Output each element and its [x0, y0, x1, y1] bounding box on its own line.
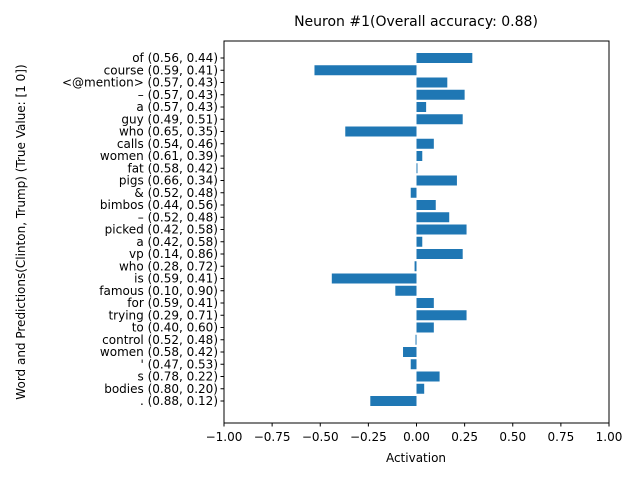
bar: [416, 212, 450, 223]
bar: [395, 285, 417, 296]
bar: [345, 126, 417, 137]
x-tick-label: −0.75: [254, 430, 291, 444]
y-tick-label: bodies (0.80, 0.20): [104, 382, 218, 396]
bar: [410, 359, 417, 370]
y-tick-label: to (0.40, 0.60): [132, 321, 218, 335]
y-tick-label: picked (0.42, 0.58): [105, 223, 218, 237]
y-tick-label: & (0.52, 0.48): [134, 186, 218, 200]
y-tick-label: trying (0.29, 0.71): [108, 308, 218, 322]
y-tick-label: who (0.65, 0.35): [119, 125, 218, 139]
bar: [416, 89, 465, 100]
bar: [416, 77, 448, 88]
bar: [416, 298, 434, 308]
y-tick-label: – (0.52, 0.48): [138, 210, 218, 224]
y-axis-ticks: of (0.56, 0.44)course (0.59, 0.41)<@ment…: [62, 51, 224, 408]
y-tick-label: bimbos (0.44, 0.56): [100, 198, 218, 212]
bar: [416, 114, 463, 125]
x-tick-label: −0.25: [350, 430, 387, 444]
bar: [403, 347, 417, 357]
y-tick-label: a (0.57, 0.43): [136, 100, 218, 114]
bar: [416, 249, 463, 259]
bar: [416, 310, 467, 321]
bar: [416, 322, 434, 333]
x-tick-label: 0.75: [548, 430, 575, 444]
bar: [416, 163, 418, 174]
y-tick-label: of (0.56, 0.44): [132, 51, 218, 65]
chart-title: Neuron #1(Overall accuracy: 0.88): [294, 14, 538, 30]
bar: [416, 138, 434, 149]
bar: [416, 383, 425, 394]
y-tick-label: a (0.42, 0.58): [136, 235, 218, 249]
y-tick-label: <@mention> (0.57, 0.43): [62, 76, 218, 90]
y-tick-label: is (0.59, 0.41): [134, 272, 218, 286]
y-axis-label: Word and Predictions(Clinton, Trump) (Tr…: [14, 64, 28, 399]
bar: [416, 102, 427, 112]
bar: [416, 200, 436, 210]
bar: [416, 371, 440, 382]
x-axis-label: Activation: [386, 451, 446, 465]
y-tick-label: fat (0.58, 0.42): [127, 161, 218, 175]
bar: [416, 236, 423, 247]
bar: [370, 396, 417, 406]
y-tick-label: pigs (0.66, 0.34): [119, 174, 218, 188]
bar: [314, 65, 417, 76]
x-axis-ticks: −1.00 −0.75 −0.50 −0.25 0.00 0.25 0.50 0.75 1.00: [206, 423, 623, 444]
y-tick-label: course (0.59, 0.41): [104, 63, 218, 77]
y-tick-label: women (0.58, 0.42): [100, 345, 218, 359]
y-tick-label: calls (0.54, 0.46): [117, 137, 218, 151]
x-tick-label: 1.00: [596, 430, 623, 444]
y-tick-label: who (0.28, 0.72): [119, 259, 218, 273]
bar: [416, 175, 457, 186]
bar: [416, 224, 467, 235]
y-tick-label: famous (0.10, 0.90): [99, 284, 218, 298]
x-tick-label: −1.00: [206, 430, 243, 444]
bar: [416, 151, 423, 161]
y-tick-label: ' (0.47, 0.53): [140, 357, 218, 371]
bar: [416, 53, 473, 63]
x-tick-label: 0.00: [403, 430, 430, 444]
y-tick-label: vp (0.14, 0.86): [129, 247, 218, 261]
y-tick-label: s (0.78, 0.22): [138, 370, 219, 384]
y-tick-label: guy (0.49, 0.51): [121, 112, 218, 126]
x-tick-label: −0.50: [302, 430, 339, 444]
y-tick-label: for (0.59, 0.41): [127, 296, 218, 310]
x-tick-label: 0.50: [499, 430, 526, 444]
y-tick-label: control (0.52, 0.48): [102, 333, 218, 347]
bar: [410, 187, 417, 198]
plot-frame: [223, 40, 610, 424]
bar: [415, 334, 417, 345]
x-tick-label: 0.25: [451, 430, 478, 444]
y-tick-label: women (0.61, 0.39): [100, 149, 218, 163]
bar: [331, 273, 417, 284]
y-tick-label: . (0.88, 0.12): [140, 394, 218, 408]
y-tick-label: – (0.57, 0.43): [138, 88, 218, 102]
bars-group: [314, 53, 473, 406]
bar: [414, 261, 417, 272]
